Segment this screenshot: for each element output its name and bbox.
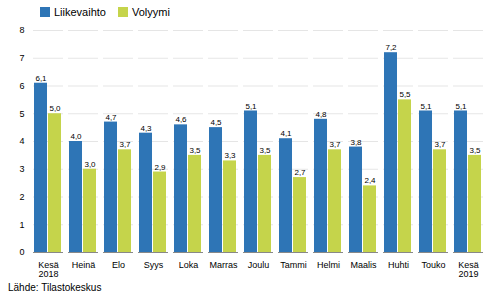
svg-text:Syys: Syys: [144, 260, 164, 270]
svg-text:5,1: 5,1: [245, 102, 257, 111]
svg-text:5: 5: [19, 109, 24, 119]
svg-text:Marras: Marras: [209, 260, 238, 270]
svg-text:3,7: 3,7: [434, 140, 446, 149]
svg-text:4,0: 4,0: [70, 132, 82, 141]
svg-text:Huhti: Huhti: [388, 260, 409, 270]
svg-text:4,1: 4,1: [280, 129, 292, 138]
svg-text:2,9: 2,9: [154, 163, 166, 172]
svg-text:Maalis: Maalis: [350, 260, 377, 270]
svg-text:3,5: 3,5: [259, 146, 271, 155]
svg-text:1: 1: [19, 220, 24, 230]
html-text:Liikevaihto: Liikevaihto: [54, 6, 106, 18]
svg-text:Helmi: Helmi: [317, 260, 340, 270]
svg-text:5,1: 5,1: [455, 102, 467, 111]
svg-text:Tammi: Tammi: [280, 260, 307, 270]
svg-text:0: 0: [19, 247, 24, 257]
svg-text:3,5: 3,5: [189, 146, 201, 155]
svg-text:7,2: 7,2: [385, 43, 397, 52]
svg-text:4,5: 4,5: [210, 118, 222, 127]
svg-text:5,0: 5,0: [49, 104, 61, 113]
svg-text:2: 2: [19, 192, 24, 202]
svg-text:2,4: 2,4: [364, 176, 376, 185]
svg-text:3,3: 3,3: [224, 151, 236, 160]
svg-text:Kesä2019: Kesä2019: [458, 260, 479, 279]
svg-text:3,5: 3,5: [469, 146, 481, 155]
svg-text:Elo: Elo: [112, 260, 125, 270]
svg-text:3,0: 3,0: [84, 160, 96, 169]
svg-text:6: 6: [19, 81, 24, 91]
svg-text:Kesä2018: Kesä2018: [38, 260, 59, 279]
svg-text:4,8: 4,8: [315, 110, 327, 119]
svg-text:Joulu: Joulu: [248, 260, 270, 270]
svg-text:Heinä: Heinä: [72, 260, 96, 270]
svg-text:4,7: 4,7: [105, 113, 117, 122]
svg-text:3: 3: [19, 164, 24, 174]
svg-text:3,7: 3,7: [119, 140, 131, 149]
svg-text:Touko: Touko: [421, 260, 445, 270]
svg-text:5,1: 5,1: [420, 102, 432, 111]
svg-text:Loka: Loka: [179, 260, 199, 270]
svg-text:4: 4: [19, 136, 24, 146]
html-text:Lähde: Tilastokeskus: Lähde: Tilastokeskus: [8, 282, 102, 293]
svg-text:6,1: 6,1: [35, 74, 47, 83]
svg-text:7: 7: [19, 53, 24, 63]
svg-text:4,6: 4,6: [175, 115, 187, 124]
svg-text:2,7: 2,7: [294, 168, 306, 177]
svg-text:4,3: 4,3: [140, 124, 152, 133]
svg-text:3,8: 3,8: [350, 138, 362, 147]
html-text:Volyymi: Volyymi: [132, 6, 170, 18]
svg-text:3,7: 3,7: [329, 140, 341, 149]
svg-text:5,5: 5,5: [399, 90, 411, 99]
svg-text:8: 8: [19, 25, 24, 35]
